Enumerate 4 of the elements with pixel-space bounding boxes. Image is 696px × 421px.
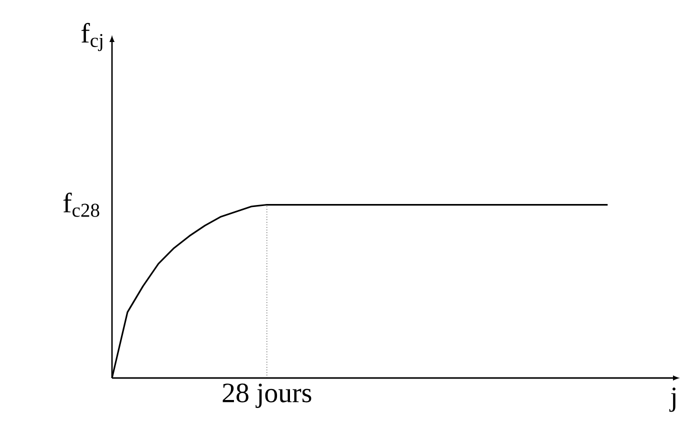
x-axis-title: j [669,388,676,412]
text: f$_{c28}$ [63,192,100,217]
text: f$_{cj}$ [81,22,102,52]
text: 28 jours [222,384,312,408]
